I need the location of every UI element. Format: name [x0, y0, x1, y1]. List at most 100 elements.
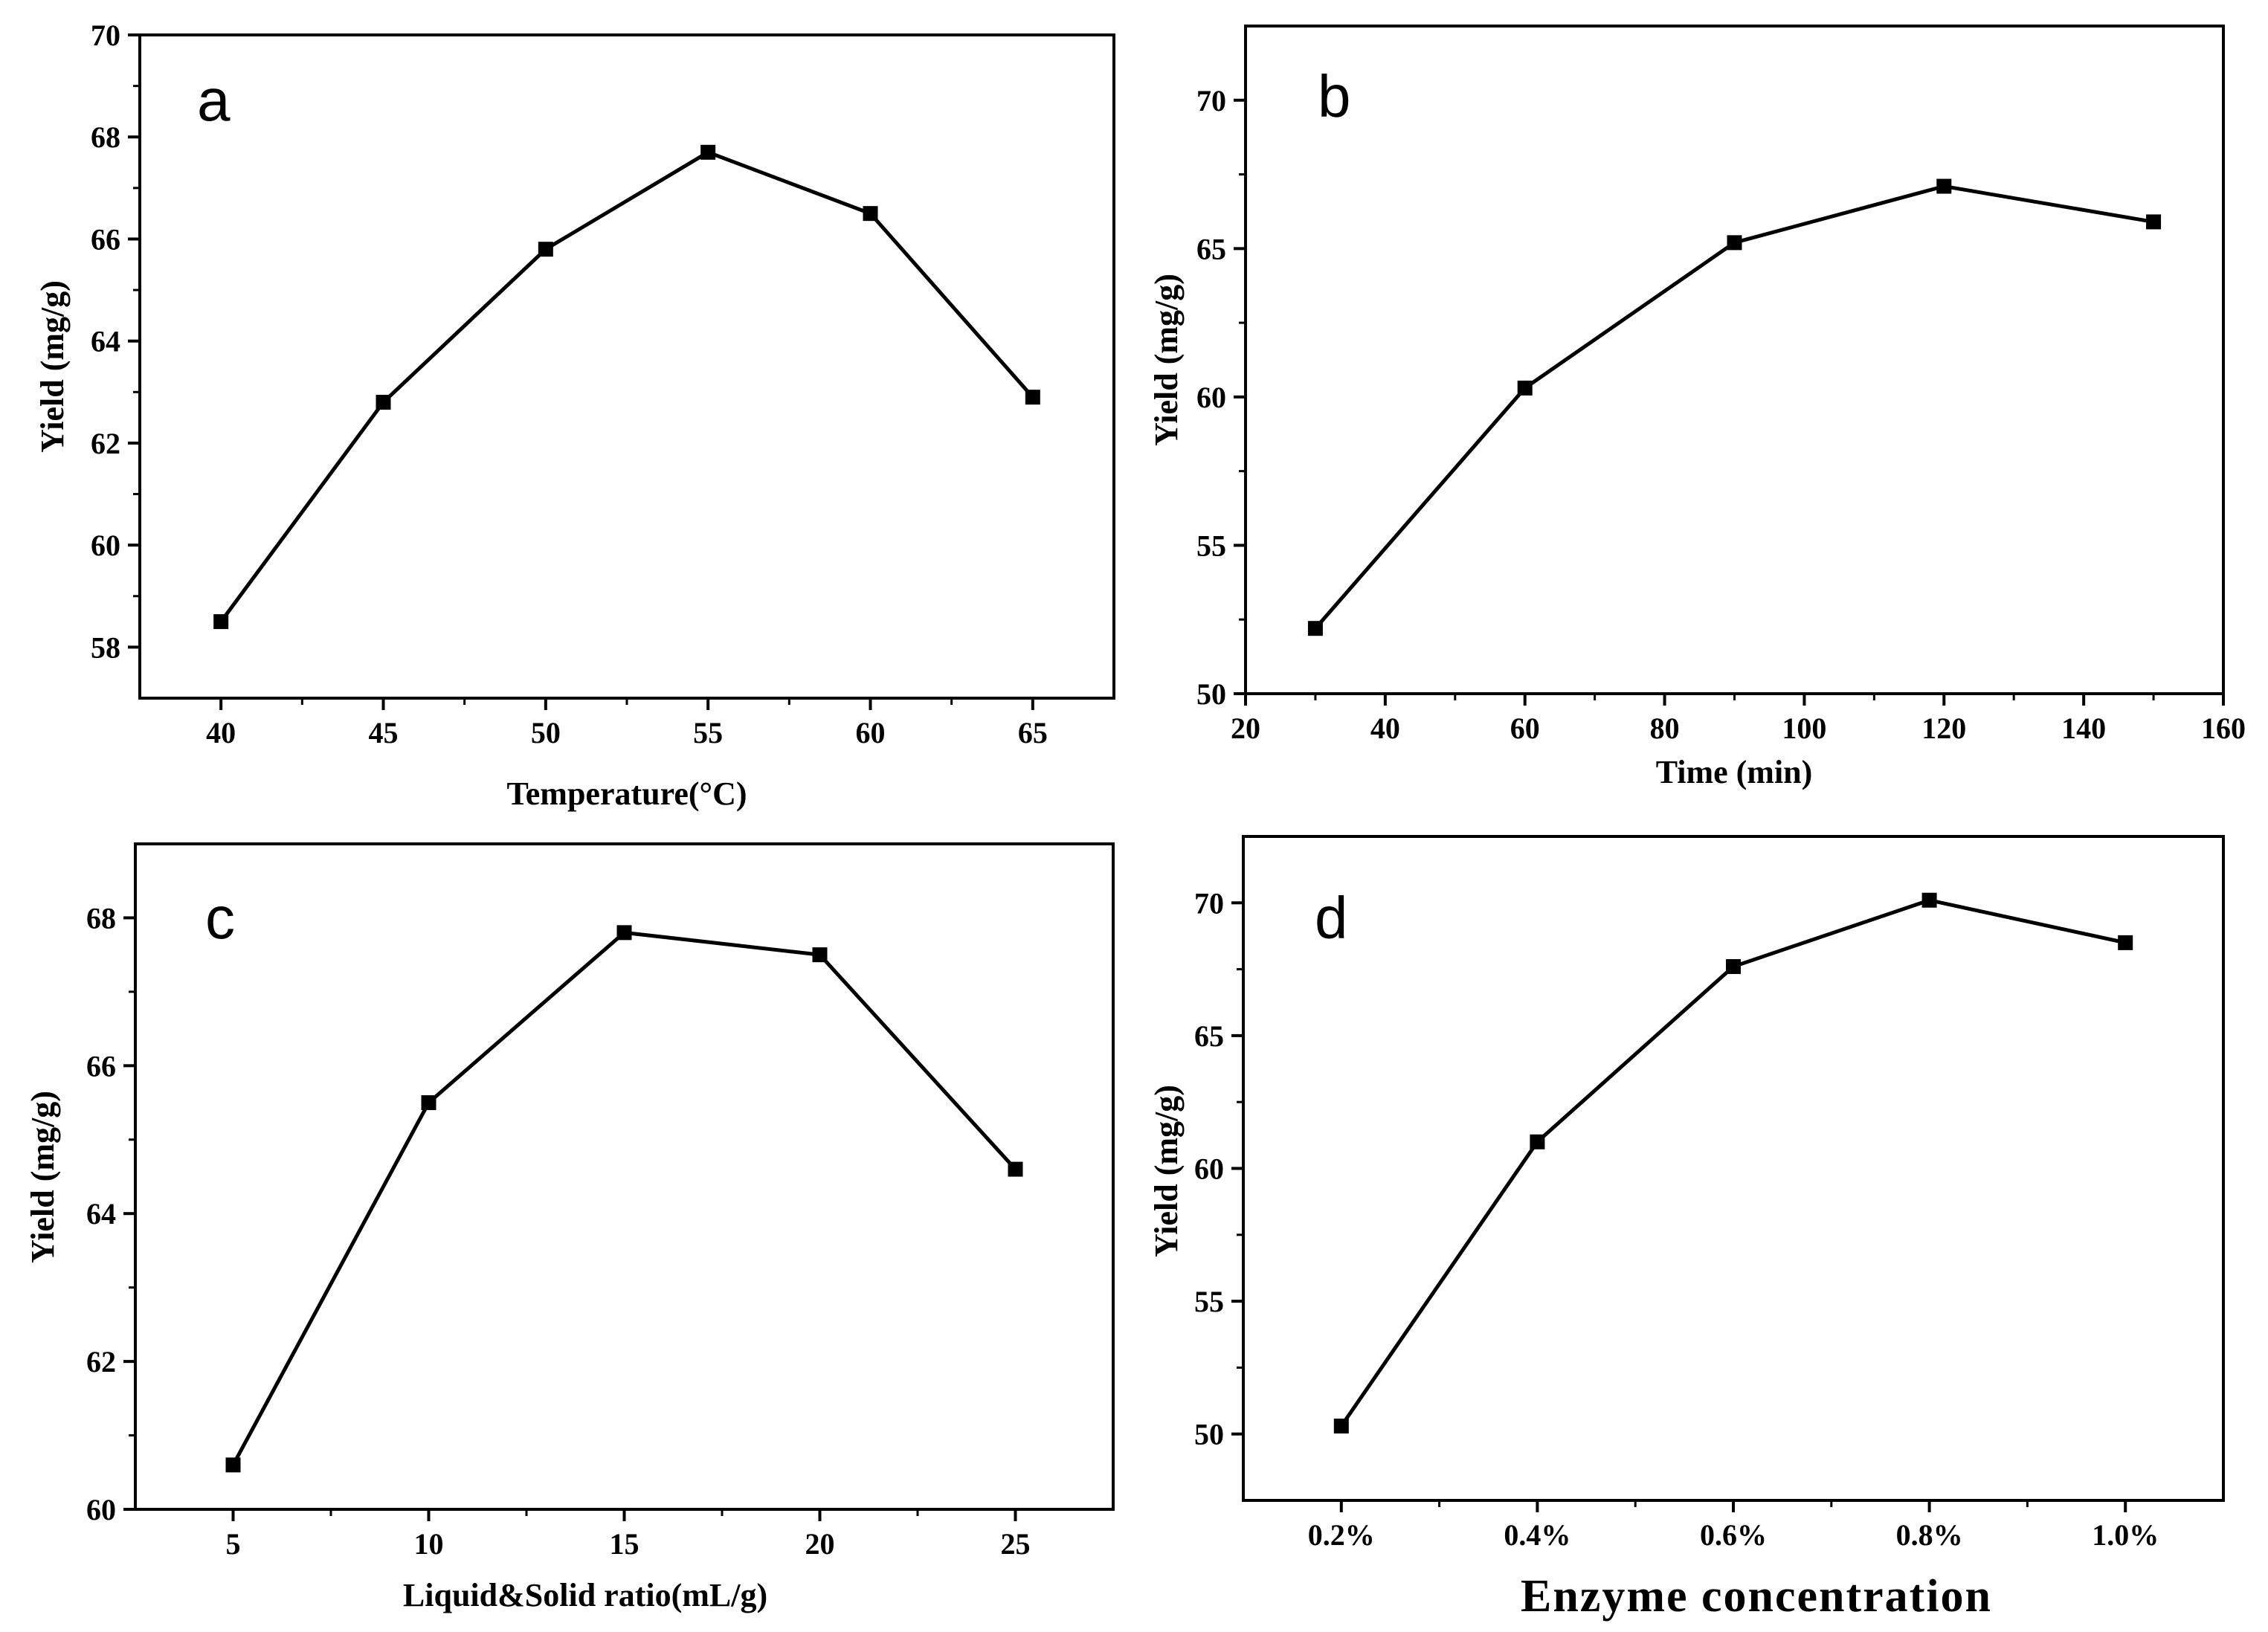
panel-b-data-point [1727, 235, 1742, 251]
panel-d-series-line [1339, 898, 2126, 1428]
panel-c-letter: c [205, 885, 235, 951]
panel-a-data-point [538, 242, 553, 257]
panel-d-y-tick-label: 65 [1194, 1019, 1224, 1053]
panel-d-x-tick-label: 0.6% [1700, 1518, 1767, 1552]
panel-a-y-tick-label: 66 [91, 222, 120, 256]
panel-c-data-point [1008, 1161, 1023, 1177]
panel-b-y-axis-label: Yield (mg/g) [1148, 274, 1185, 446]
panel-a-series-line [219, 150, 1034, 623]
panel-a-frame [138, 33, 1115, 700]
panel-c-x-tick-label: 10 [414, 1527, 444, 1561]
panel-c-chart: 5 10 15 20 25 60 62 64 66 68 c Liquid&Solid rati… [25, 842, 1115, 1613]
panel-d-y-tick-label: 55 [1194, 1285, 1224, 1318]
panel-b-data-point [2146, 214, 2162, 230]
panel-a-y-tick-label: 64 [91, 325, 120, 358]
panel-d-x-tick-label: 0.4% [1504, 1518, 1570, 1552]
panel-c-x-axis-label: Liquid&Solid ratio(mL/g) [403, 1577, 767, 1613]
panel-d-y-tick-label: 70 [1194, 886, 1224, 920]
panel-b-x-ticks: 20 40 60 80 100 120 140 160 [1231, 694, 2246, 745]
panel-a-y-tick-label: 60 [91, 529, 120, 562]
panel-b-y-tick-label: 70 [1196, 84, 1226, 117]
panel-d-frame [1242, 835, 2225, 1502]
panel-b-data-point [1517, 380, 1533, 396]
panel-c-x-ticks: 5 10 15 20 25 [226, 1509, 1031, 1561]
panel-c-data-point [225, 1457, 241, 1473]
panel-c-data-point [812, 947, 828, 963]
panel-a-x-tick-label: 40 [206, 716, 236, 749]
panel-c-frame [134, 842, 1115, 1511]
panel-d-y-tick-label: 60 [1194, 1152, 1224, 1186]
panel-d-x-axis-label: Enzyme concentration [1521, 1571, 1992, 1622]
panel-d-x-ticks: 0.2% 0.4% 0.6% 0.8% 1.0% [1308, 1500, 2159, 1552]
panel-a-x-tick-label: 55 [693, 716, 723, 749]
panel-b-x-axis-label: Time (min) [1656, 754, 1813, 790]
panel-a-letter: a [197, 67, 231, 133]
panel-a-x-axis-label: Temperature(°C) [506, 775, 747, 812]
panel-b-y-tick-label: 55 [1196, 529, 1226, 562]
panel-b-y-tick-label: 50 [1196, 677, 1226, 711]
panel-b-x-tick-label: 40 [1370, 712, 1400, 745]
panel-a-y-ticks: 58 60 62 64 66 68 70 [91, 19, 140, 664]
panel-b-x-tick-label: 160 [2201, 712, 2246, 745]
panel-c-y-tick-label: 64 [86, 1197, 116, 1231]
panel-c-y-ticks: 60 62 64 66 68 [86, 901, 135, 1526]
panel-c-series-line [231, 930, 1017, 1466]
panel-d-x-tick-label: 0.8% [1896, 1518, 1963, 1552]
panel-a-data-point [700, 144, 716, 160]
panel-d-y-tick-label: 50 [1194, 1418, 1224, 1451]
panel-b-x-tick-label: 100 [1782, 712, 1826, 745]
panel-a-chart: 40 45 50 55 60 65 58 60 62 64 66 68 70 a Temperatur… [34, 19, 1115, 812]
panel-b-frame [1244, 25, 2225, 695]
panel-b-series [1307, 178, 2162, 636]
panel-b-series-line [1314, 184, 2154, 630]
panel-c-data-point [616, 925, 632, 941]
panel-b-x-tick-label: 140 [2061, 712, 2106, 745]
panel-a-y-tick-label: 58 [91, 630, 120, 664]
panel-b-x-tick-label: 60 [1510, 712, 1540, 745]
panel-b-y-tick-label: 65 [1196, 232, 1226, 265]
panel-c-series [225, 925, 1023, 1473]
panel-d-y-axis-label: Yield (mg/g) [1148, 1085, 1185, 1257]
panel-b-chart: 20 40 60 80 100 120 140 160 50 55 60 65 70 b Time (… [1148, 25, 2246, 790]
panel-a-x-ticks: 40 45 50 55 60 65 [206, 698, 1048, 749]
panel-c-y-tick-label: 60 [86, 1493, 116, 1526]
panel-a-series [213, 144, 1040, 630]
panel-a-x-tick-label: 60 [856, 716, 886, 749]
panel-c-y-axis-label: Yield (mg/g) [25, 1091, 61, 1263]
panel-a-x-tick-label: 50 [531, 716, 561, 749]
panel-d-letter: d [1315, 885, 1348, 951]
panel-d-data-point [1333, 1418, 1349, 1433]
panel-a-y-tick-label: 70 [91, 19, 120, 52]
panel-c-x-tick-label: 20 [805, 1527, 835, 1561]
panel-a-x-tick-label: 45 [369, 716, 399, 749]
panel-d-data-point [2118, 935, 2133, 950]
panel-d-data-point [1726, 959, 1741, 975]
panel-d-data-point [1530, 1134, 1545, 1149]
panel-c-x-tick-label: 5 [226, 1527, 241, 1561]
panel-a-y-axis-label: Yield (mg/g) [34, 280, 71, 453]
panel-a-data-point [213, 614, 229, 630]
panel-b-x-tick-label: 80 [1650, 712, 1680, 745]
panel-a-data-point [863, 206, 878, 222]
panel-c-y-tick-label: 62 [86, 1345, 116, 1378]
panel-a-y-tick-label: 62 [91, 427, 120, 460]
panel-b-x-tick-label: 20 [1231, 712, 1260, 745]
panel-a-y-tick-label: 68 [91, 120, 120, 154]
panel-b-y-ticks: 50 55 60 65 70 [1196, 84, 1246, 711]
panel-d-chart: 0.2% 0.4% 0.6% 0.8% 1.0% 50 55 60 65 70 d Enzyme… [1148, 835, 2225, 1622]
panel-d-y-ticks: 50 55 60 65 70 [1194, 886, 1243, 1451]
panel-c-y-tick-label: 68 [86, 901, 116, 935]
panel-b-letter: b [1318, 63, 1351, 129]
panel-b-data-point [1307, 621, 1323, 636]
panel-d-series [1333, 892, 2133, 1433]
panel-a-x-tick-label: 65 [1018, 716, 1048, 749]
panel-d-x-tick-label: 1.0% [2092, 1518, 2159, 1552]
panel-c-data-point [421, 1095, 436, 1111]
panel-b-y-tick-label: 60 [1196, 381, 1226, 414]
panel-a-data-point [376, 395, 391, 410]
panel-b-x-tick-label: 120 [1921, 712, 1966, 745]
panel-d-x-tick-label: 0.2% [1308, 1518, 1375, 1552]
panel-c-x-tick-label: 25 [1001, 1527, 1031, 1561]
panel-d-data-point [1921, 892, 1937, 908]
